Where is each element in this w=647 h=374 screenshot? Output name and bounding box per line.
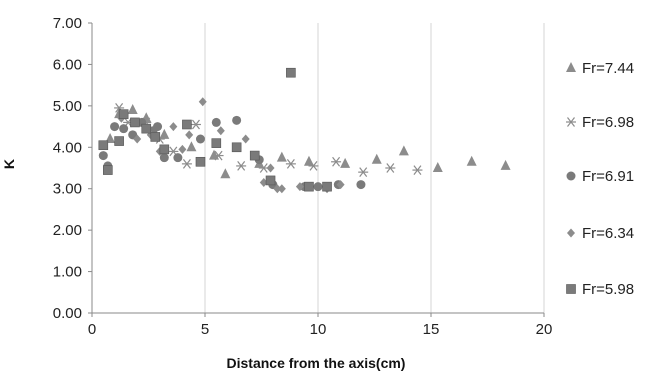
y-tick-label: 5.00 [53,98,82,115]
data-point-asterisk [236,161,247,171]
data-point-asterisk [213,150,224,161]
data-point-diamond [273,184,282,194]
data-point-circle [153,122,163,132]
data-point-asterisk [181,158,192,169]
series-4 [98,67,332,192]
vertical-gridlines [204,23,545,313]
data-point-triangle [127,104,138,114]
data-point-circle [119,124,129,134]
data-points [98,67,511,194]
data-point-circle [173,153,183,163]
data-point-diamond [198,97,207,107]
data-point-diamond [295,182,304,192]
x-tick-label: 10 [310,321,327,338]
y-tick-label: 4.00 [53,139,82,156]
data-point-square [286,67,296,78]
data-point-triangle [209,149,220,160]
data-point-diamond [266,163,275,173]
data-point-square [182,119,192,130]
data-point-triangle [371,153,382,164]
legend-marker-circle [566,171,576,181]
x-tick-label: 15 [423,321,440,338]
legend-marker-diamond [567,228,575,238]
y-tick-label: 6.00 [53,56,82,73]
data-point-square [150,132,161,142]
data-point-diamond [185,130,194,140]
legend-label: Fr=6.91 [582,168,634,185]
data-point-square [249,150,260,161]
y-axis-title: K [1,159,17,169]
data-point-square [98,140,109,151]
data-point-diamond [216,126,225,136]
data-point-triangle [220,168,231,179]
data-point-square [114,136,124,146]
data-point-square [211,138,222,148]
legend-marker-asterisk [566,117,576,127]
data-point-circle [313,182,323,192]
data-point-asterisk [412,165,423,175]
data-point-asterisk [308,161,319,171]
data-point-asterisk [385,163,396,173]
legend-label: Fr=7.44 [582,60,634,77]
data-point-circle [211,117,221,127]
series-1 [114,103,423,178]
data-point-triangle [432,162,443,172]
legend-label: Fr=5.98 [582,281,634,298]
data-point-square [118,109,129,119]
data-point-asterisk [285,158,296,169]
y-tick-label: 2.00 [53,222,82,239]
data-point-circle [159,153,169,163]
data-point-diamond [178,144,187,154]
data-point-diamond [241,134,250,144]
data-point-square [304,181,314,192]
data-point-asterisk [331,156,342,167]
data-point-triangle [500,159,511,170]
data-point-square [231,142,242,153]
y-tick-label: 0.00 [53,305,82,322]
data-point-triangle [340,157,351,168]
x-tick-label: 20 [536,321,553,338]
data-point-square [130,117,140,128]
data-point-circle [110,122,120,132]
data-point-triangle [466,155,477,166]
legend: Fr=7.44 Fr=6.98 Fr=6.91 Fr=6.34 Fr=5.98 [566,60,634,298]
x-tick-label: 5 [201,321,209,338]
x-tick-labels: 0 5 10 15 20 [88,313,553,338]
data-point-triangle [186,141,197,152]
series-3 [117,97,345,194]
data-point-square [322,181,332,192]
data-point-triangle [398,145,409,156]
x-tick-label: 0 [88,321,96,338]
data-point-diamond [169,122,178,132]
data-point-square [103,165,113,175]
y-tick-labels: 0.00 1.00 2.00 3.00 4.00 5.00 6.00 7.00 [53,15,92,322]
series-0 [105,104,511,179]
data-point-circle [356,180,366,190]
data-point-diamond [133,134,142,144]
data-point-square [265,175,276,186]
data-point-asterisk [358,167,369,178]
legend-marker-triangle [566,62,576,72]
data-point-circle [195,134,205,144]
data-point-diamond [277,184,286,194]
data-point-asterisk [190,119,201,130]
data-point-square [141,123,152,134]
y-tick-label: 7.00 [53,15,82,32]
legend-label: Fr=6.98 [582,114,634,131]
data-point-circle [232,115,242,125]
y-tick-label: 3.00 [53,181,82,198]
data-point-triangle [276,151,287,162]
x-axis-title: Distance from the axis(cm) [227,355,406,371]
data-point-square [159,144,170,155]
legend-label: Fr=6.34 [582,225,634,242]
data-point-diamond [336,180,345,190]
data-point-circle [98,151,108,161]
data-point-square [195,156,206,167]
legend-marker-square [566,284,576,294]
y-tick-label: 1.00 [53,264,82,281]
